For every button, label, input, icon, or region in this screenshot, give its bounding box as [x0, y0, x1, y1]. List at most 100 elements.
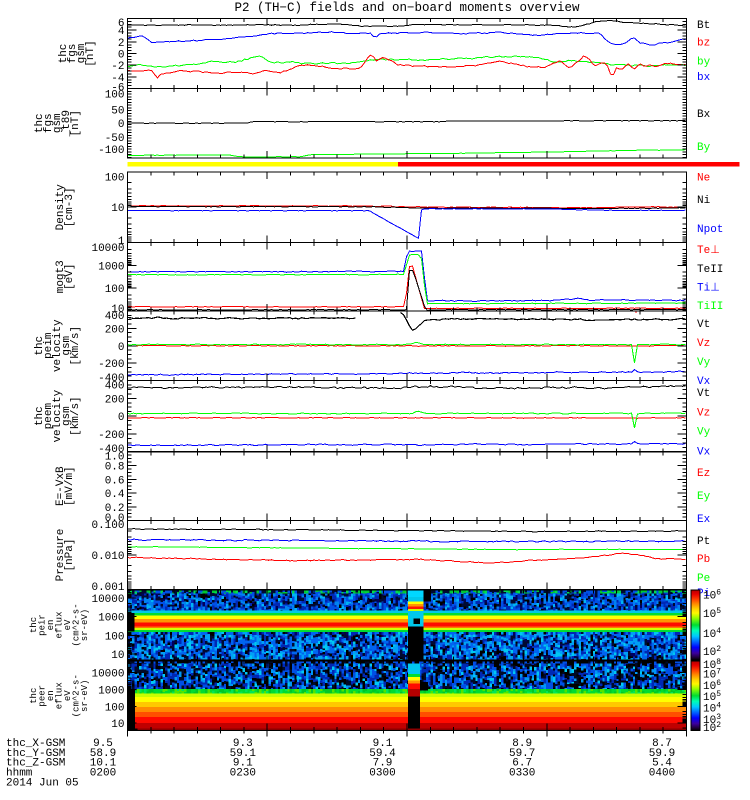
svg-text:1.0: 1.0	[105, 451, 125, 463]
svg-text:sr-eV): sr-eV)	[80, 680, 90, 712]
svg-text:0200: 0200	[90, 767, 116, 779]
svg-text:0230: 0230	[230, 767, 256, 779]
svg-text:gsm: gsm	[61, 335, 73, 355]
svg-text:Pb: Pb	[697, 554, 710, 566]
svg-text:10: 10	[111, 203, 124, 215]
svg-text:thc_Z-GSM: thc_Z-GSM	[6, 758, 65, 770]
svg-text:10000: 10000	[91, 594, 124, 606]
svg-text:peir: peir	[38, 614, 48, 636]
svg-text:Density: Density	[55, 184, 67, 231]
svg-text:8.7: 8.7	[652, 738, 672, 750]
svg-text:en: en	[46, 690, 56, 701]
svg-text:[km/s]: [km/s]	[70, 326, 82, 366]
svg-text:9.1: 9.1	[233, 758, 253, 770]
svg-text:-4: -4	[111, 73, 125, 85]
svg-text:10000: 10000	[91, 669, 124, 681]
svg-text:0400: 0400	[649, 767, 675, 779]
svg-text:0.6: 0.6	[105, 475, 125, 487]
svg-text:10: 10	[111, 304, 124, 316]
svg-text:Pt: Pt	[697, 536, 710, 548]
svg-text:Ex: Ex	[697, 514, 711, 526]
svg-text:0300: 0300	[369, 767, 395, 779]
svg-text:peer: peer	[38, 685, 48, 707]
svg-text:mogt3: mogt3	[55, 260, 67, 293]
svg-text:Vx: Vx	[697, 447, 711, 459]
svg-text:6.7: 6.7	[512, 758, 532, 770]
svg-text:eflux: eflux	[55, 611, 65, 638]
svg-text:Bx: Bx	[697, 109, 711, 121]
svg-text:1000: 1000	[98, 613, 124, 625]
svg-text:0.0: 0.0	[105, 513, 125, 525]
svg-text:thc: thc	[29, 688, 39, 704]
svg-text:0.2: 0.2	[105, 503, 125, 515]
svg-text:thc: thc	[58, 44, 70, 64]
svg-text:9.1: 9.1	[373, 738, 393, 750]
svg-text:Ey: Ey	[697, 491, 711, 503]
svg-text:peim: peim	[43, 332, 55, 359]
svg-text:_t89: _t89	[61, 110, 73, 137]
svg-text:(cm^2-s-: (cm^2-s-	[72, 603, 82, 646]
svg-text:Ti⊥: Ti⊥	[697, 283, 720, 295]
svg-text:0.8: 0.8	[105, 462, 125, 474]
svg-text:Pe: Pe	[697, 573, 710, 585]
svg-text:100: 100	[105, 702, 125, 714]
svg-text:thc_X-GSM: thc_X-GSM	[6, 738, 65, 750]
svg-text:thc: thc	[34, 406, 46, 426]
svg-text:gsm: gsm	[61, 406, 73, 426]
svg-text:400: 400	[105, 311, 125, 323]
svg-text:[km/s]: [km/s]	[70, 396, 82, 436]
svg-text:10: 10	[111, 719, 124, 731]
svg-text:Pressure: Pressure	[55, 529, 67, 582]
svg-text:7.9: 7.9	[373, 758, 393, 770]
svg-text:Te⊥: Te⊥	[697, 245, 720, 257]
svg-text:fgs: fgs	[43, 113, 55, 133]
svg-text:Vy: Vy	[697, 427, 711, 439]
svg-text:0: 0	[118, 412, 125, 424]
svg-text:0.100: 0.100	[91, 520, 124, 532]
svg-text:Vz: Vz	[697, 407, 710, 419]
svg-text:[mV/m]: [mV/m]	[64, 466, 76, 506]
svg-text:Vy: Vy	[697, 357, 711, 369]
svg-text:bz: bz	[697, 38, 710, 50]
svg-text:59.1: 59.1	[230, 748, 257, 760]
svg-text:[eV]: [eV]	[64, 264, 76, 290]
svg-text:5.4: 5.4	[652, 758, 672, 770]
svg-text:9.5: 9.5	[93, 738, 113, 750]
svg-text:100: 100	[105, 173, 125, 185]
svg-text:59.9: 59.9	[649, 748, 675, 760]
svg-text:Ne: Ne	[697, 173, 710, 185]
svg-text:en: en	[46, 620, 56, 631]
svg-text:velocity: velocity	[52, 389, 64, 442]
svg-text:0: 0	[118, 342, 125, 354]
svg-text:0330: 0330	[509, 767, 535, 779]
svg-text:-2: -2	[111, 61, 124, 73]
svg-text:-200: -200	[98, 359, 124, 371]
svg-text:[nPa]: [nPa]	[64, 538, 76, 571]
svg-text:1000: 1000	[98, 686, 124, 698]
svg-text:59.4: 59.4	[369, 748, 396, 760]
svg-text:0.001: 0.001	[91, 582, 124, 594]
svg-text:Vt: Vt	[697, 388, 710, 400]
svg-text:By: By	[697, 142, 711, 154]
svg-text:Npot: Npot	[697, 224, 723, 236]
svg-text:2: 2	[118, 38, 125, 50]
svg-text:sr-eV): sr-eV)	[80, 609, 90, 641]
svg-text:10000: 10000	[91, 243, 124, 255]
svg-text:4: 4	[118, 26, 125, 38]
svg-text:thc_Y-GSM: thc_Y-GSM	[6, 748, 65, 760]
svg-text:Ez: Ez	[697, 468, 710, 480]
svg-text:gsm: gsm	[52, 113, 64, 133]
svg-text:100: 100	[105, 631, 125, 643]
svg-text:Vt: Vt	[697, 319, 710, 331]
svg-text:(cm^2-s-: (cm^2-s-	[72, 674, 82, 717]
svg-text:TiII: TiII	[697, 301, 723, 313]
svg-text:1: 1	[118, 236, 125, 248]
svg-text:Vz: Vz	[697, 338, 710, 350]
svg-text:-6: -6	[111, 83, 124, 95]
svg-text:gsm: gsm	[76, 43, 88, 63]
svg-text:thc: thc	[34, 336, 46, 356]
svg-text:50: 50	[111, 106, 124, 118]
svg-text:0.010: 0.010	[91, 551, 124, 563]
svg-text:E=-VxB: E=-VxB	[55, 466, 67, 506]
svg-text:eflux: eflux	[55, 682, 65, 709]
